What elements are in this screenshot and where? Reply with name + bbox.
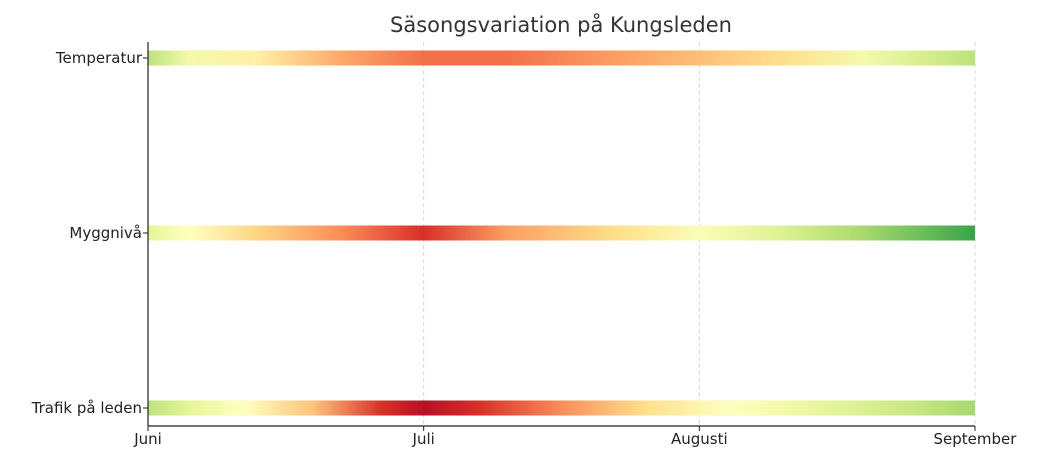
heat-band bbox=[148, 400, 975, 416]
y-tick-label: Temperatur bbox=[55, 49, 143, 67]
y-tick-labels: Temperatur Myggnivå Trafik på leden bbox=[31, 49, 148, 417]
band-layer bbox=[148, 50, 975, 416]
chart-title: Säsongsvariation på Kungsleden bbox=[390, 12, 732, 37]
y-tick-label: Trafik på leden bbox=[31, 399, 142, 417]
heat-band bbox=[148, 225, 975, 241]
heat-band bbox=[148, 50, 975, 66]
y-tick-label: Myggnivå bbox=[69, 224, 142, 242]
x-tick-label: Juli bbox=[412, 430, 435, 448]
x-tick-label: September bbox=[934, 430, 1018, 448]
x-tick-labels: Juni Juli Augusti September bbox=[133, 426, 1017, 448]
x-tick-label: Augusti bbox=[671, 430, 728, 448]
x-tick-label: Juni bbox=[133, 430, 162, 448]
